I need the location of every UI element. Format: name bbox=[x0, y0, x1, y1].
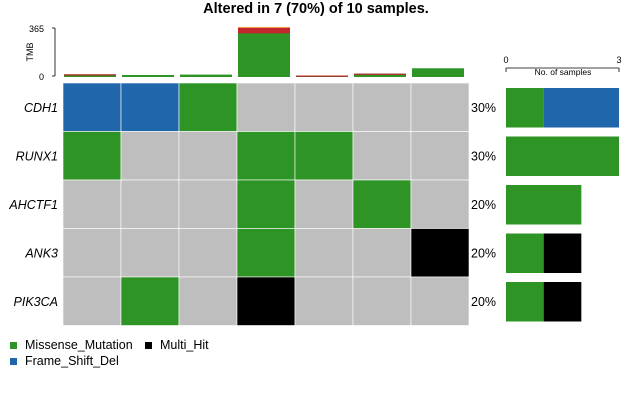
tmb-axis-label: TMB bbox=[25, 43, 35, 62]
grid-cell bbox=[120, 131, 180, 181]
legend-label: Frame_Shift_Del bbox=[25, 354, 119, 368]
grid-cell bbox=[120, 228, 180, 278]
gene-label: ANK3 bbox=[24, 246, 58, 260]
chart-legend: Missense_Mutation Multi_Hit Frame_Shift_De… bbox=[10, 338, 310, 372]
percent-label: 30% bbox=[471, 101, 496, 115]
gene-bar-axis-label: No. of samples bbox=[535, 67, 592, 77]
grid-cell bbox=[410, 82, 470, 132]
grid-cell bbox=[236, 82, 296, 132]
percent-labels: 30% 30% 20% 20% 20% bbox=[471, 101, 496, 309]
grid-cell bbox=[178, 228, 238, 278]
tmb-bar bbox=[122, 74, 174, 77]
grid-cell bbox=[62, 131, 122, 181]
grid-cell bbox=[62, 276, 122, 326]
legend-swatch bbox=[145, 341, 152, 349]
percent-label: 20% bbox=[471, 246, 496, 260]
grid-cell bbox=[352, 276, 412, 326]
grid-cell bbox=[236, 276, 296, 326]
gene-label: PIK3CA bbox=[14, 295, 58, 309]
grid-cell bbox=[410, 131, 470, 181]
grid-cell bbox=[410, 276, 470, 326]
grid-cell bbox=[120, 179, 180, 229]
gene-bar-segment bbox=[543, 88, 619, 128]
tmb-tick-max: 365 bbox=[29, 24, 44, 34]
tmb-bar bbox=[180, 74, 232, 77]
gene-bar-segment bbox=[506, 233, 544, 273]
gene-bar-segment bbox=[506, 88, 544, 128]
mutation-grid bbox=[62, 82, 470, 326]
grid-cell bbox=[120, 82, 180, 132]
grid-cell bbox=[178, 131, 238, 181]
grid-cell bbox=[236, 179, 296, 229]
tmb-bars bbox=[64, 26, 464, 77]
gene-bar-segment bbox=[506, 185, 582, 225]
gene-bars bbox=[506, 88, 619, 322]
tmb-bar bbox=[412, 68, 464, 77]
gene-bar-segment bbox=[543, 233, 582, 273]
grid-cell bbox=[294, 228, 354, 278]
gene-bar-tick-max: 3 bbox=[616, 55, 621, 65]
gene-bar-segment bbox=[506, 136, 619, 176]
grid-cell bbox=[294, 179, 354, 229]
tmb-axis: 365 0 TMB bbox=[25, 24, 56, 82]
grid-cell bbox=[62, 228, 122, 278]
legend-swatch bbox=[10, 357, 17, 365]
grid-cell bbox=[352, 82, 412, 132]
percent-label: 20% bbox=[471, 295, 496, 309]
grid-cell bbox=[120, 276, 180, 326]
grid-cell bbox=[352, 179, 412, 229]
legend-label: Missense_Mutation bbox=[25, 338, 133, 352]
legend-item: Multi_Hit bbox=[145, 338, 209, 352]
grid-cell bbox=[294, 82, 354, 132]
tmb-bar-segment bbox=[296, 75, 348, 77]
grid-cell bbox=[178, 276, 238, 326]
grid-cell bbox=[236, 228, 296, 278]
grid-cell bbox=[62, 82, 122, 132]
percent-label: 20% bbox=[471, 198, 496, 212]
gene-labels: CDH1 RUNX1 AHCTF1 ANK3 PIK3CA bbox=[8, 101, 58, 309]
legend-item: Missense_Mutation bbox=[10, 338, 133, 352]
grid-cell bbox=[62, 179, 122, 229]
tmb-bar-segment bbox=[354, 73, 406, 75]
gene-bar-segment bbox=[506, 282, 544, 322]
tmb-bar-segment bbox=[238, 28, 290, 34]
gene-bar-axis: 0 3 No. of samples bbox=[503, 55, 621, 77]
grid-cell bbox=[410, 228, 470, 278]
tmb-bar bbox=[64, 74, 116, 77]
tmb-tick-min: 0 bbox=[39, 72, 44, 82]
grid-cell bbox=[236, 131, 296, 181]
grid-cell bbox=[352, 228, 412, 278]
gene-label: AHCTF1 bbox=[8, 198, 58, 212]
chart-title: Altered in 7 (70%) of 10 samples. bbox=[203, 1, 429, 17]
tmb-bar bbox=[354, 73, 406, 77]
tmb-bar-segment bbox=[64, 74, 116, 76]
gene-label: RUNX1 bbox=[16, 149, 58, 163]
legend-label: Multi_Hit bbox=[160, 338, 209, 352]
percent-label: 30% bbox=[471, 149, 496, 163]
grid-cell bbox=[294, 276, 354, 326]
tmb-bar-segment bbox=[238, 26, 290, 28]
tmb-bar bbox=[238, 28, 290, 77]
gene-bar-segment bbox=[543, 282, 582, 322]
grid-cell bbox=[410, 179, 470, 229]
grid-cell bbox=[178, 82, 238, 132]
grid-cell bbox=[178, 179, 238, 229]
legend-item: Frame_Shift_Del bbox=[10, 354, 119, 368]
legend-swatch bbox=[10, 341, 17, 349]
gene-label: CDH1 bbox=[24, 101, 58, 115]
gene-bar-tick-min: 0 bbox=[503, 55, 508, 65]
grid-cell bbox=[294, 131, 354, 181]
grid-cell bbox=[352, 131, 412, 181]
